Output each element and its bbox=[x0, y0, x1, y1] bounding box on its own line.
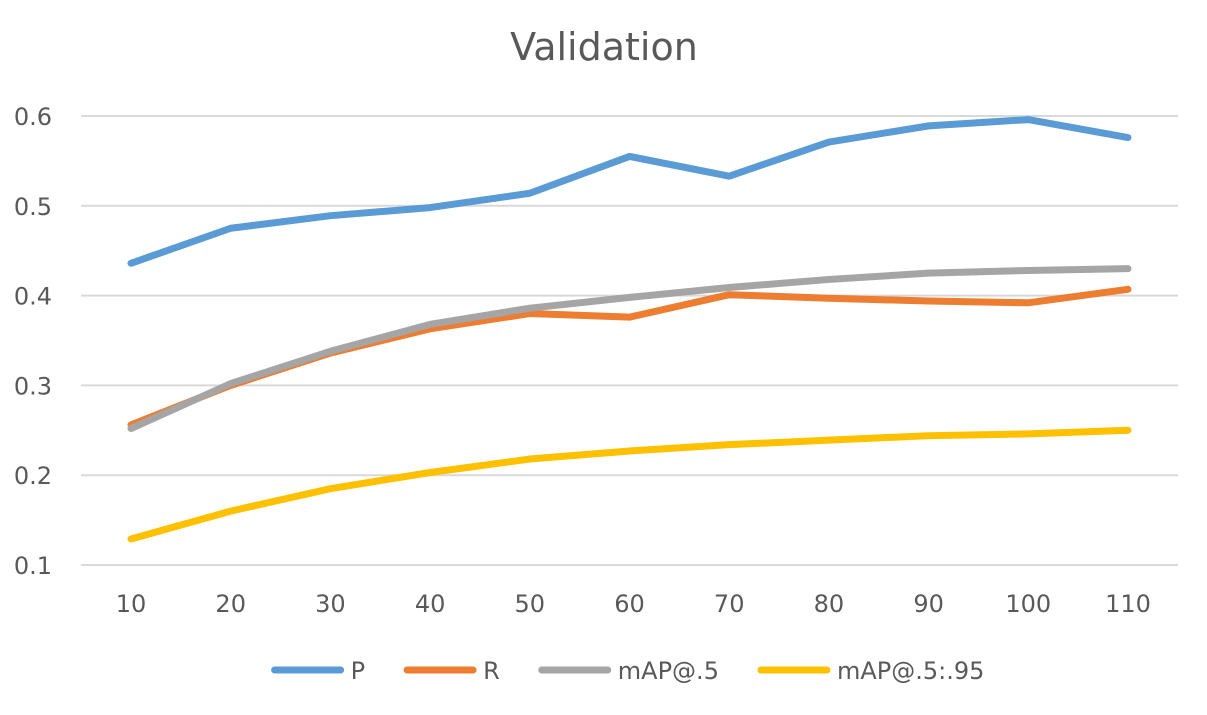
legend-label: mAP@.5 bbox=[618, 657, 719, 685]
y-tick-label: 0.6 bbox=[14, 103, 52, 131]
x-tick-label: 60 bbox=[614, 590, 645, 618]
series-lines bbox=[127, 116, 1132, 543]
y-axis-tick-labels: 0.1 0.2 0.3 0.4 0.5 0.6 bbox=[14, 103, 52, 580]
x-tick-label: 80 bbox=[814, 590, 845, 618]
legend-item: mAP@.5:.95 bbox=[757, 657, 984, 685]
y-tick-label: 0.4 bbox=[14, 283, 52, 311]
x-tick-label: 30 bbox=[315, 590, 346, 618]
legend-label: R bbox=[483, 657, 500, 685]
y-tick-label: 0.1 bbox=[14, 552, 52, 580]
x-tick-label: 70 bbox=[714, 590, 745, 618]
chart-title: Validation bbox=[510, 25, 698, 69]
x-tick-label: 100 bbox=[1005, 590, 1051, 618]
x-tick-label: 40 bbox=[415, 590, 446, 618]
y-tick-label: 0.5 bbox=[14, 193, 52, 221]
legend-item: R bbox=[403, 657, 500, 685]
x-axis-tick-labels: 10 20 30 40 50 60 70 80 90 100 110 bbox=[116, 590, 1151, 618]
y-tick-label: 0.3 bbox=[14, 372, 52, 400]
x-tick-label: 90 bbox=[913, 590, 944, 618]
x-tick-label: 110 bbox=[1105, 590, 1151, 618]
legend-item: mAP@.5 bbox=[538, 657, 719, 685]
x-tick-label: 10 bbox=[116, 590, 147, 618]
legend-item: P bbox=[271, 657, 365, 685]
legend-label: mAP@.5:.95 bbox=[837, 657, 984, 685]
legend-label: P bbox=[351, 657, 365, 685]
y-tick-label: 0.2 bbox=[14, 462, 52, 490]
x-tick-label: 50 bbox=[515, 590, 546, 618]
x-tick-label: 20 bbox=[215, 590, 246, 618]
